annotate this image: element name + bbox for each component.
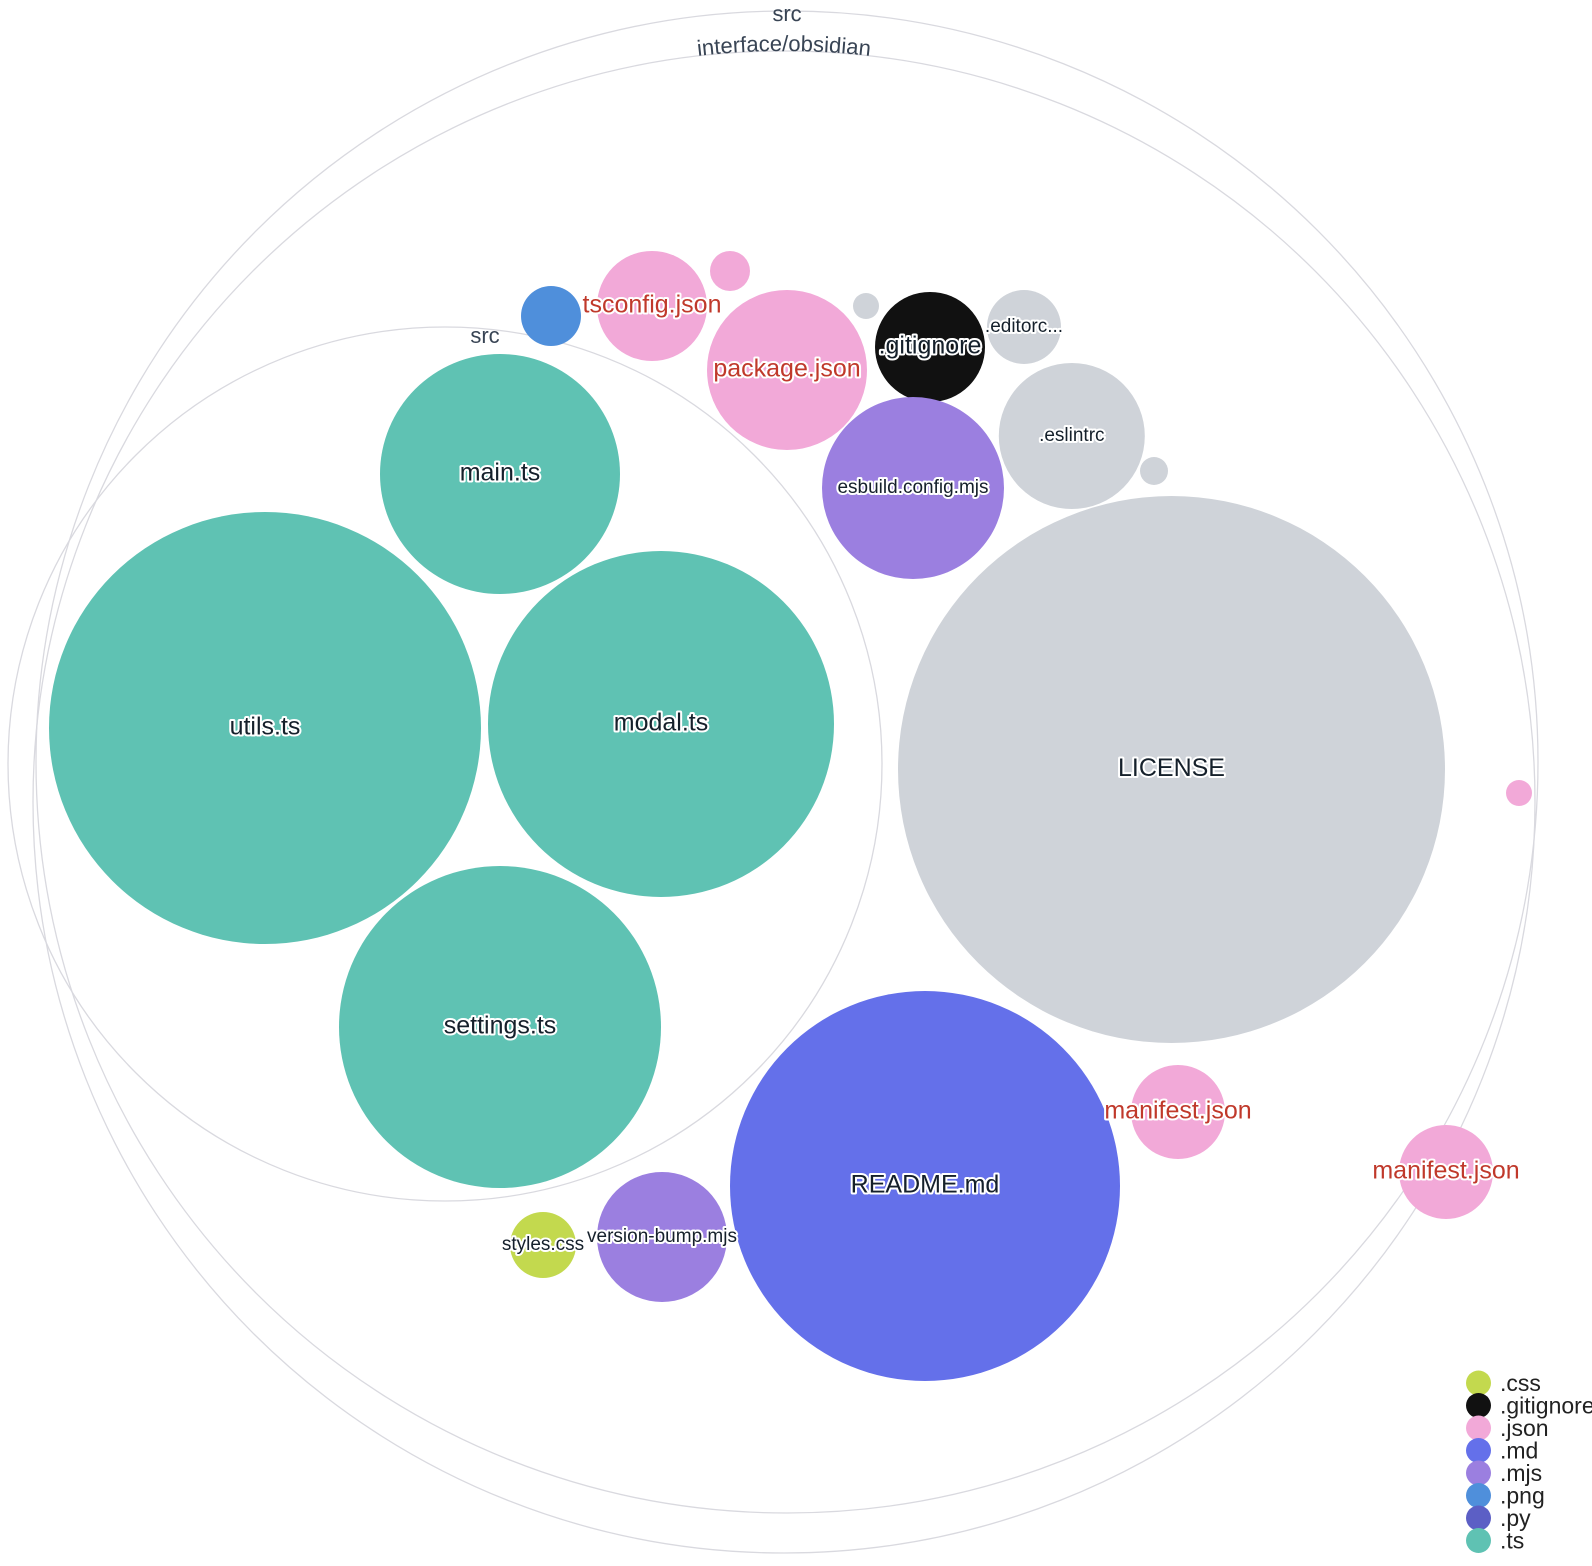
svg-text:package.json: package.json (713, 355, 860, 383)
svg-text:.editorc...: .editorc... (985, 316, 1063, 337)
svg-text:.ts: .ts (1500, 1528, 1524, 1554)
svg-text:src: src (470, 323, 499, 348)
svg-text:.eslintrc: .eslintrc (1039, 425, 1104, 446)
svg-text:esbuild.config.mjs: esbuild.config.mjs (837, 477, 988, 498)
svg-text:modal.ts: modal.ts (614, 709, 708, 737)
svg-text:manifest.json: manifest.json (1372, 1157, 1519, 1185)
svg-text:.gitignore: .gitignore (879, 332, 982, 360)
svg-text:settings.ts: settings.ts (444, 1012, 557, 1040)
svg-text:version-bump.mjs: version-bump.mjs (587, 1226, 737, 1247)
svg-text:LICENSE: LICENSE (1118, 754, 1225, 782)
svg-text:main.ts: main.ts (460, 459, 541, 487)
svg-text:README.md: README.md (851, 1171, 1000, 1199)
svg-text:src: src (772, 1, 802, 26)
svg-text:interface/obsidian: interface/obsidian (696, 31, 873, 61)
svg-text:manifest.json: manifest.json (1104, 1097, 1251, 1125)
svg-text:tsconfig.json: tsconfig.json (583, 291, 722, 319)
svg-text:styles.css: styles.css (502, 1234, 584, 1255)
svg-text:utils.ts: utils.ts (230, 713, 301, 741)
